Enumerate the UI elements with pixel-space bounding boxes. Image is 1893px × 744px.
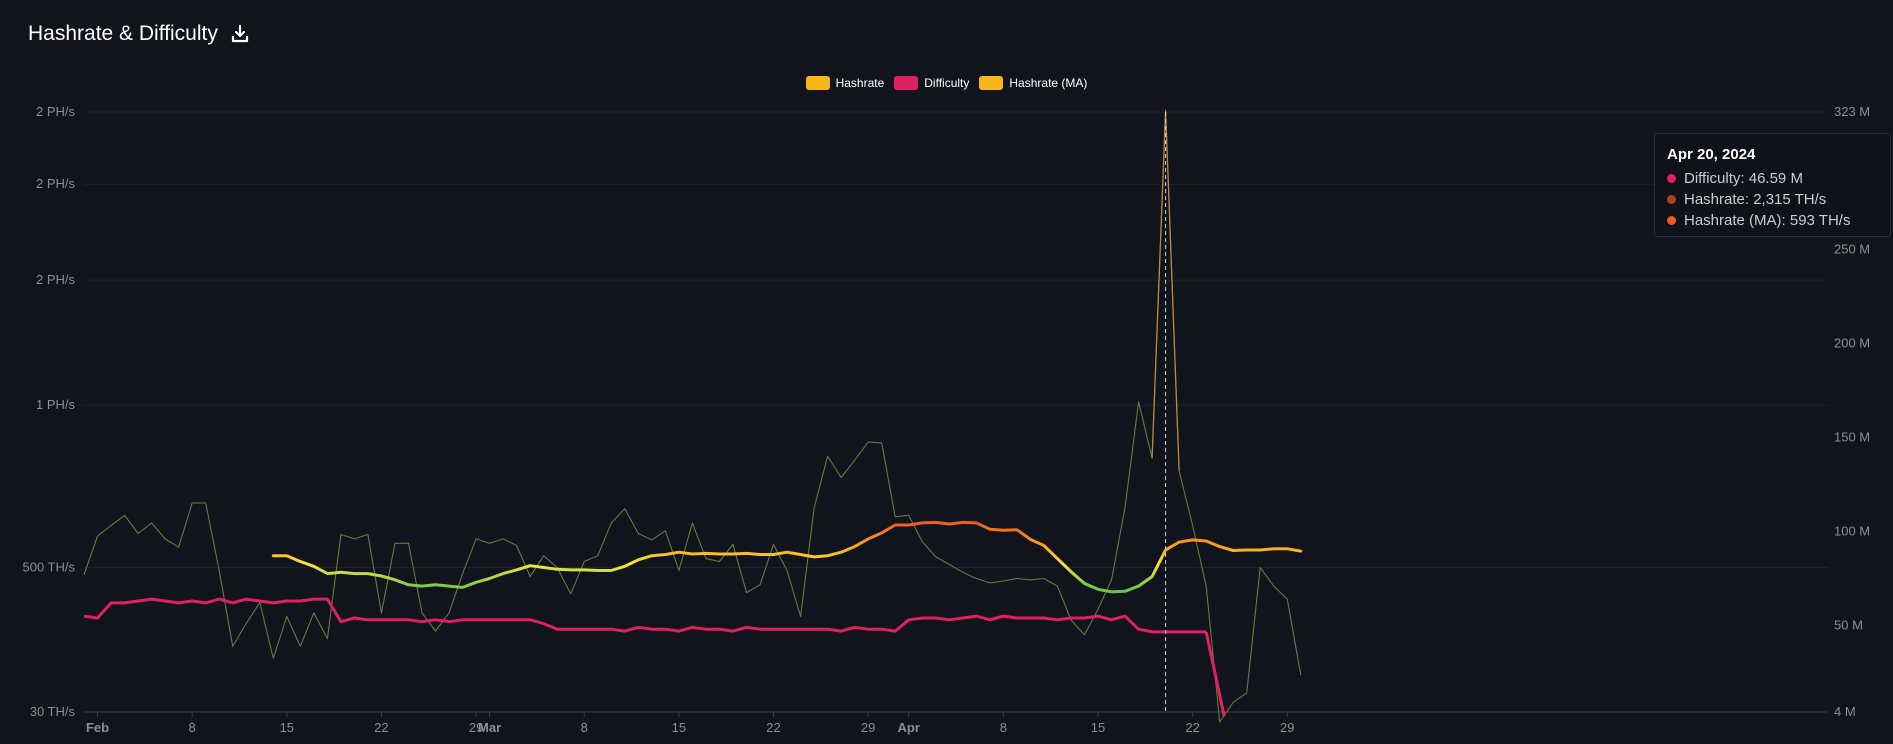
y-right-tick-label: 4 M [1834,704,1856,719]
series-line-difficulty-drop [1204,631,1226,717]
legend-swatch-hashrate [805,76,830,90]
series-line-difficulty[interactable] [83,597,1207,634]
x-tick-label: Mar [478,720,501,735]
x-tick-label: 8 [1000,720,1007,735]
legend-label-hashrate: Hashrate [835,76,885,90]
tooltip-row-hashrate: Hashrate: 2,315 TH/s [1667,189,1878,210]
y-left-tick-label: 30 TH/s [30,704,76,719]
x-tick-label: 15 [1091,720,1105,735]
tooltip-text-hashrate-ma: Hashrate (MA): 593 TH/s [1684,212,1851,229]
x-tick-label: 15 [280,720,294,735]
legend-item-difficulty[interactable]: Difficulty [894,76,969,90]
chart-tooltip: Apr 20, 2024 Difficulty: 46.59 M Hashrat… [1654,133,1891,237]
tooltip-text-difficulty: Difficulty: 46.59 M [1684,170,1803,187]
x-tick-label: 22 [1185,720,1199,735]
y-right-tick-label: 150 M [1834,429,1870,444]
tooltip-text-hashrate: Hashrate: 2,315 TH/s [1684,191,1827,208]
x-tick-label: 15 [672,720,686,735]
x-tick-label: 29 [861,720,875,735]
y-right-tick-label: 323 M [1834,104,1870,119]
series-line-hashrate-peak [1151,110,1180,471]
x-tick-label: Apr [898,720,920,735]
download-icon[interactable] [230,24,250,44]
tooltip-dot-hashrate [1667,195,1676,204]
tooltip-dot-difficulty [1667,174,1676,183]
x-tick-label: 8 [581,720,588,735]
grid-lines [84,111,1827,713]
legend-label-difficulty: Difficulty [924,76,970,90]
y-right-tick-label: 100 M [1834,523,1870,538]
x-tick-label: 29 [1280,720,1294,735]
y-left-tick-label: 1 PH/s [36,397,76,412]
y-left-tick-label: 2 PH/s [36,176,76,191]
tooltip-row-hashrate-ma: Hashrate (MA): 593 TH/s [1667,210,1878,231]
y-right-tick-label: 50 M [1834,617,1863,632]
y-axis-right: 323 M 250 M 200 M 150 M 100 M 50 M 4 M [1834,104,1870,719]
legend-swatch-difficulty [894,76,919,90]
chart-header: Hashrate & Difficulty [28,22,250,46]
y-right-tick-label: 200 M [1834,335,1870,350]
legend-swatch-hashrate-ma [979,76,1004,90]
y-right-tick-label: 250 M [1834,241,1870,256]
y-left-tick-label: 500 TH/s [22,559,75,574]
y-left-tick-label: 2 PH/s [36,104,76,119]
series-line-hashrate-ma[interactable] [271,520,1303,594]
legend-item-hashrate[interactable]: Hashrate [805,76,885,90]
legend-item-hashrate-ma[interactable]: Hashrate (MA) [979,76,1087,90]
y-axis-left: 2 PH/s 2 PH/s 2 PH/s 1 PH/s 500 TH/s 30 TH/s [22,104,75,719]
series-line-hashrate[interactable] [83,109,1302,723]
tooltip-dot-hashrate-ma [1667,216,1676,225]
legend-label-hashrate-ma: Hashrate (MA) [1009,76,1088,90]
tooltip-row-difficulty: Difficulty: 46.59 M [1667,168,1878,189]
x-tick-label: 8 [189,720,196,735]
series-layer [83,109,1303,723]
x-tick-label: 22 [374,720,388,735]
x-tick-label: Feb [86,720,109,735]
x-tick-label: 22 [766,720,780,735]
tooltip-date: Apr 20, 2024 [1667,146,1756,163]
chart-legend: Hashrate Difficulty Hashrate (MA) [0,76,1893,90]
y-left-tick-label: 2 PH/s [36,272,76,287]
x-tick-label: 29 [469,720,483,735]
chart-title: Hashrate & Difficulty [28,22,218,45]
